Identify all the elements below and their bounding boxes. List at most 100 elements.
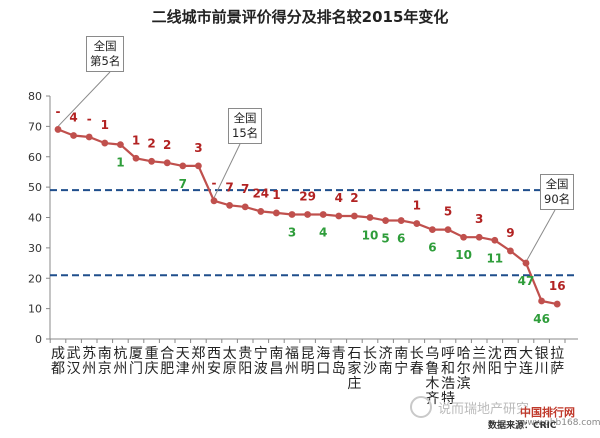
x-tick-label: 西 [207,346,221,362]
rank-change-label: 5 [381,232,389,246]
data-point [85,133,93,141]
x-tick-label: 苏 [82,346,96,362]
rank-change-label: - [56,104,61,118]
callout-connector [213,143,241,199]
x-tick-label: 明 [301,361,315,377]
rank-change-label: 6 [428,241,436,255]
callout-rank-90: 全国 90名 [540,174,575,210]
rank-change-label: 10 [455,248,472,262]
data-point [319,211,327,218]
callout-line: 15名 [232,126,259,140]
x-tick-label: 南 [269,346,283,362]
data-point [553,300,561,308]
rank-change-label: 1 [116,156,124,170]
x-tick-label: 原 [223,361,237,377]
callout-line: 第5名 [90,54,121,68]
data-point [366,214,374,221]
data-point [351,212,358,220]
watermark-site: 中国排行网 [520,406,575,419]
x-tick-label: 特 [441,391,455,407]
data-point [117,141,124,149]
y-tick-label: 30 [28,242,42,255]
x-tick-label: 州 [472,361,486,377]
y-tick-label: 80 [28,90,42,103]
x-tick-label: 南 [379,361,393,377]
data-point [397,217,405,224]
x-tick-label: 安 [207,361,221,377]
data-point [335,212,343,220]
data-point [444,226,452,234]
rank-change-label: 5 [444,205,452,219]
x-tick-label: 南 [98,346,112,362]
x-tick-label: 肥 [160,361,174,377]
rank-change-label: 3 [475,212,483,226]
data-point [491,236,499,244]
x-tick-label: 贵 [238,346,252,362]
callout-line: 全国 [233,111,257,125]
rank-change-label: 7 [179,177,187,191]
x-tick-label: 呼 [441,346,455,362]
rank-change-label: 1 [101,118,109,132]
x-tick-label: 天 [176,346,190,362]
x-tick-label: 滨 [457,376,471,392]
x-tick-label: 和 [441,361,455,377]
rank-change-label: 6 [397,232,405,246]
x-tick-label: 南 [394,346,408,362]
y-tick-label: 70 [28,120,42,133]
x-tick-label: 岛 [332,361,346,377]
data-point [460,233,467,241]
score-series [54,126,561,308]
rank-change-label: 46 [533,312,550,326]
x-tick-label: 石 [347,346,361,362]
rank-change-label: 16 [549,279,566,293]
x-tick-label: 宁 [254,345,268,362]
x-tick-label: 昌 [269,361,283,377]
x-tick-label: 津 [176,361,190,377]
x-tick-label: 拉 [550,346,564,362]
x-tick-label: 青 [332,346,346,362]
data-point [288,211,296,218]
x-tick-label: 木 [425,376,439,392]
data-point [475,233,483,241]
rank-change-label: 7 [241,182,249,196]
callout-line: 全国 [93,39,117,53]
rank-change-label: 3 [288,225,296,239]
y-tick-label: 0 [35,333,42,346]
callout-connector [57,71,111,127]
data-point [241,203,249,211]
x-tick-label: 哈 [457,346,471,362]
x-tick-label: 西 [503,346,517,362]
data-point [507,247,514,255]
x-tick-label: 沈 [488,346,502,362]
rank-change-label: 1 [132,133,140,147]
x-tick-label: 波 [254,361,268,377]
x-tick-label: 都 [51,361,65,377]
axes: 0 10 20 30 40 50 60 70 80 [28,90,578,346]
x-tick-label: 太 [223,346,237,362]
rank-change-label: 1 [272,188,280,202]
x-tick-label: 兰 [472,346,486,362]
x-tick-label: 连 [519,361,533,377]
watermark-site-sub: www.phb168.com [520,418,600,428]
x-tick-label: 阳 [238,361,252,377]
data-point [273,209,280,217]
data-point [179,162,187,170]
watermark-text: 说而瑞地产研究 [438,402,530,417]
callout-connectors [57,71,556,261]
rank-change-label: 1 [413,199,421,213]
callout-rank-5: 全国 第5名 [86,36,125,72]
data-point [226,201,234,209]
rank-change-label: 3 [194,141,202,155]
y-tick-label: 10 [28,303,42,316]
x-tick-label: 济 [379,346,393,362]
x-tick-label: 重 [145,346,159,362]
rank-change-label: 4 [319,225,327,239]
data-point [522,259,530,267]
rank-change-label: 47 [518,274,535,288]
y-tick-label: 40 [28,212,42,225]
x-tick-label: 合 [160,346,174,362]
data-point [210,197,218,205]
callout-rank-15: 全国 15名 [228,108,263,144]
